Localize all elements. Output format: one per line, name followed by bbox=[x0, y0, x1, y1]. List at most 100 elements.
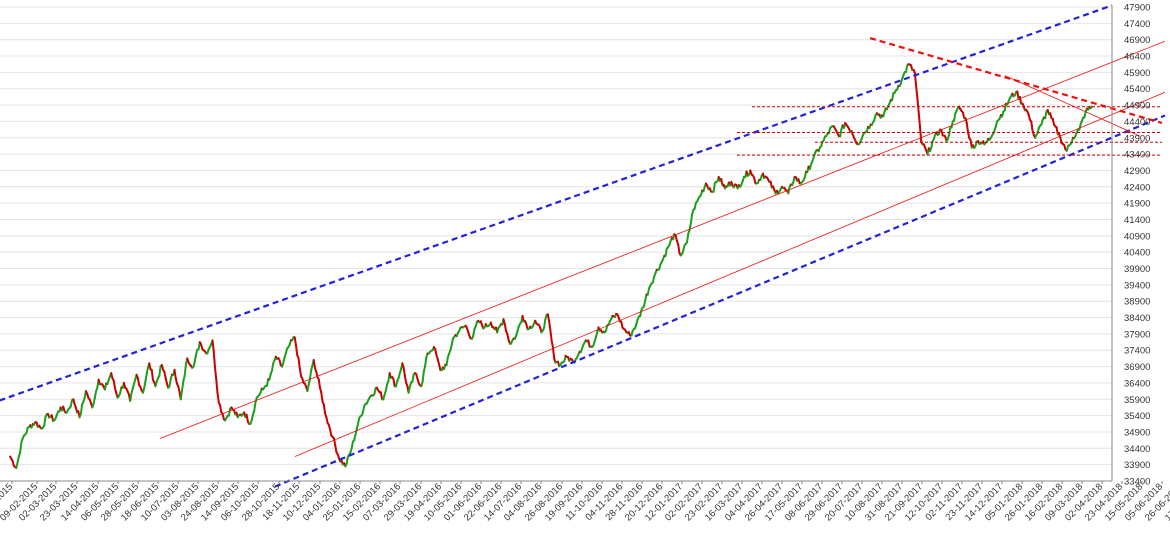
y-tick-label: 47400 bbox=[1124, 19, 1150, 30]
y-tick-label: 46900 bbox=[1124, 35, 1150, 46]
y-tick-label: 47900 bbox=[1124, 3, 1150, 14]
price-segment bbox=[714, 183, 715, 192]
price-segment bbox=[423, 372, 424, 382]
price-segment bbox=[314, 360, 315, 368]
price-segment bbox=[152, 370, 153, 380]
price-segment bbox=[678, 244, 679, 252]
trendline-upper-channel bbox=[0, 5, 1112, 404]
price-segment bbox=[138, 378, 139, 385]
y-tick-label: 44900 bbox=[1124, 101, 1150, 112]
price-segment bbox=[299, 358, 300, 368]
y-tick-label: 40900 bbox=[1124, 231, 1150, 242]
price-segment bbox=[840, 129, 841, 136]
price-segment bbox=[216, 380, 217, 393]
price-segment bbox=[321, 393, 322, 402]
y-tick-label: 38900 bbox=[1124, 297, 1150, 308]
price-segment bbox=[447, 357, 448, 365]
price-segment bbox=[548, 314, 549, 321]
y-tick-label: 34900 bbox=[1124, 427, 1150, 438]
price-segment bbox=[159, 366, 160, 376]
price-segment bbox=[215, 367, 216, 379]
y-tick-label: 43900 bbox=[1124, 133, 1150, 144]
price-segment bbox=[691, 215, 692, 224]
trend-lines bbox=[0, 5, 1165, 486]
price-segment bbox=[130, 393, 131, 401]
price-segment bbox=[296, 345, 297, 355]
price-segment bbox=[272, 364, 273, 371]
price-segment bbox=[214, 351, 215, 367]
y-tick-label: 36900 bbox=[1124, 362, 1150, 373]
price-segment bbox=[919, 111, 920, 126]
price-series bbox=[10, 64, 1092, 468]
price-segment bbox=[181, 390, 182, 399]
y-tick-label: 37900 bbox=[1124, 329, 1150, 340]
y-tick-label: 41900 bbox=[1124, 199, 1150, 210]
y-tick-label: 41400 bbox=[1124, 215, 1150, 226]
price-segment bbox=[1031, 122, 1032, 131]
price-segment bbox=[916, 86, 917, 99]
price-segment bbox=[144, 382, 145, 389]
price-segment bbox=[381, 392, 382, 399]
y-tick-label: 38400 bbox=[1124, 313, 1150, 324]
y-tick-label: 44400 bbox=[1124, 117, 1150, 128]
price-segment bbox=[404, 368, 405, 375]
price-segment bbox=[949, 128, 950, 135]
y-tick-label: 34400 bbox=[1124, 444, 1150, 455]
price-segment bbox=[319, 379, 320, 387]
trendline-mid-channel-2 bbox=[295, 92, 1165, 456]
price-segment bbox=[352, 442, 353, 449]
price-segment bbox=[300, 368, 301, 376]
price-segment bbox=[20, 442, 21, 453]
price-segment bbox=[920, 126, 921, 141]
price-segment bbox=[405, 375, 406, 383]
price-segment bbox=[549, 321, 550, 330]
trendline-mid-channel-1 bbox=[160, 41, 1165, 438]
price-segment bbox=[182, 381, 183, 390]
price-segment bbox=[347, 457, 348, 464]
price-segment bbox=[687, 234, 688, 243]
y-tick-label: 39900 bbox=[1124, 264, 1150, 275]
y-tick-label: 42400 bbox=[1124, 182, 1150, 193]
price-segment bbox=[81, 405, 82, 414]
price-segment bbox=[505, 324, 506, 331]
y-tick-label: 36400 bbox=[1124, 378, 1150, 389]
price-segment bbox=[247, 415, 248, 422]
price-segment bbox=[1045, 112, 1046, 119]
price-segment bbox=[425, 357, 426, 366]
price-segment bbox=[185, 365, 186, 377]
y-tick-label: 45400 bbox=[1124, 84, 1150, 95]
price-segment bbox=[170, 379, 171, 387]
y-tick-label: 35400 bbox=[1124, 411, 1150, 422]
price-segment bbox=[229, 409, 230, 416]
price-segment bbox=[175, 370, 176, 379]
y-axis: 3340033900344003490035400359003640036900… bbox=[0, 3, 1150, 488]
trendline-thin-diagonal bbox=[1005, 76, 1140, 137]
price-segment bbox=[218, 393, 219, 402]
price-segment bbox=[95, 391, 96, 398]
y-tick-label: 43400 bbox=[1124, 150, 1150, 161]
price-segment bbox=[1091, 107, 1092, 109]
price-segment bbox=[473, 329, 474, 336]
price-segment bbox=[552, 340, 553, 347]
y-tick-label: 42900 bbox=[1124, 166, 1150, 177]
y-tick-label: 46400 bbox=[1124, 52, 1150, 63]
price-segment bbox=[550, 331, 551, 341]
price-segment bbox=[954, 114, 955, 121]
y-tick-label: 35900 bbox=[1124, 395, 1150, 406]
price-segment bbox=[220, 405, 221, 412]
price-segment bbox=[295, 337, 296, 345]
price-segment bbox=[44, 417, 45, 425]
price-segment bbox=[544, 320, 545, 329]
price-segment bbox=[393, 379, 394, 387]
price-segment bbox=[892, 93, 893, 100]
y-tick-label: 39400 bbox=[1124, 280, 1150, 291]
price-segment bbox=[213, 340, 214, 351]
price-segment bbox=[324, 404, 325, 413]
price-segment bbox=[195, 355, 196, 362]
price-segment bbox=[335, 445, 336, 452]
y-tick-label: 37400 bbox=[1124, 346, 1150, 357]
x-axis: 08-01-201509-02-201502-03-201523-03-2015… bbox=[0, 481, 1170, 523]
price-segment bbox=[310, 370, 311, 379]
